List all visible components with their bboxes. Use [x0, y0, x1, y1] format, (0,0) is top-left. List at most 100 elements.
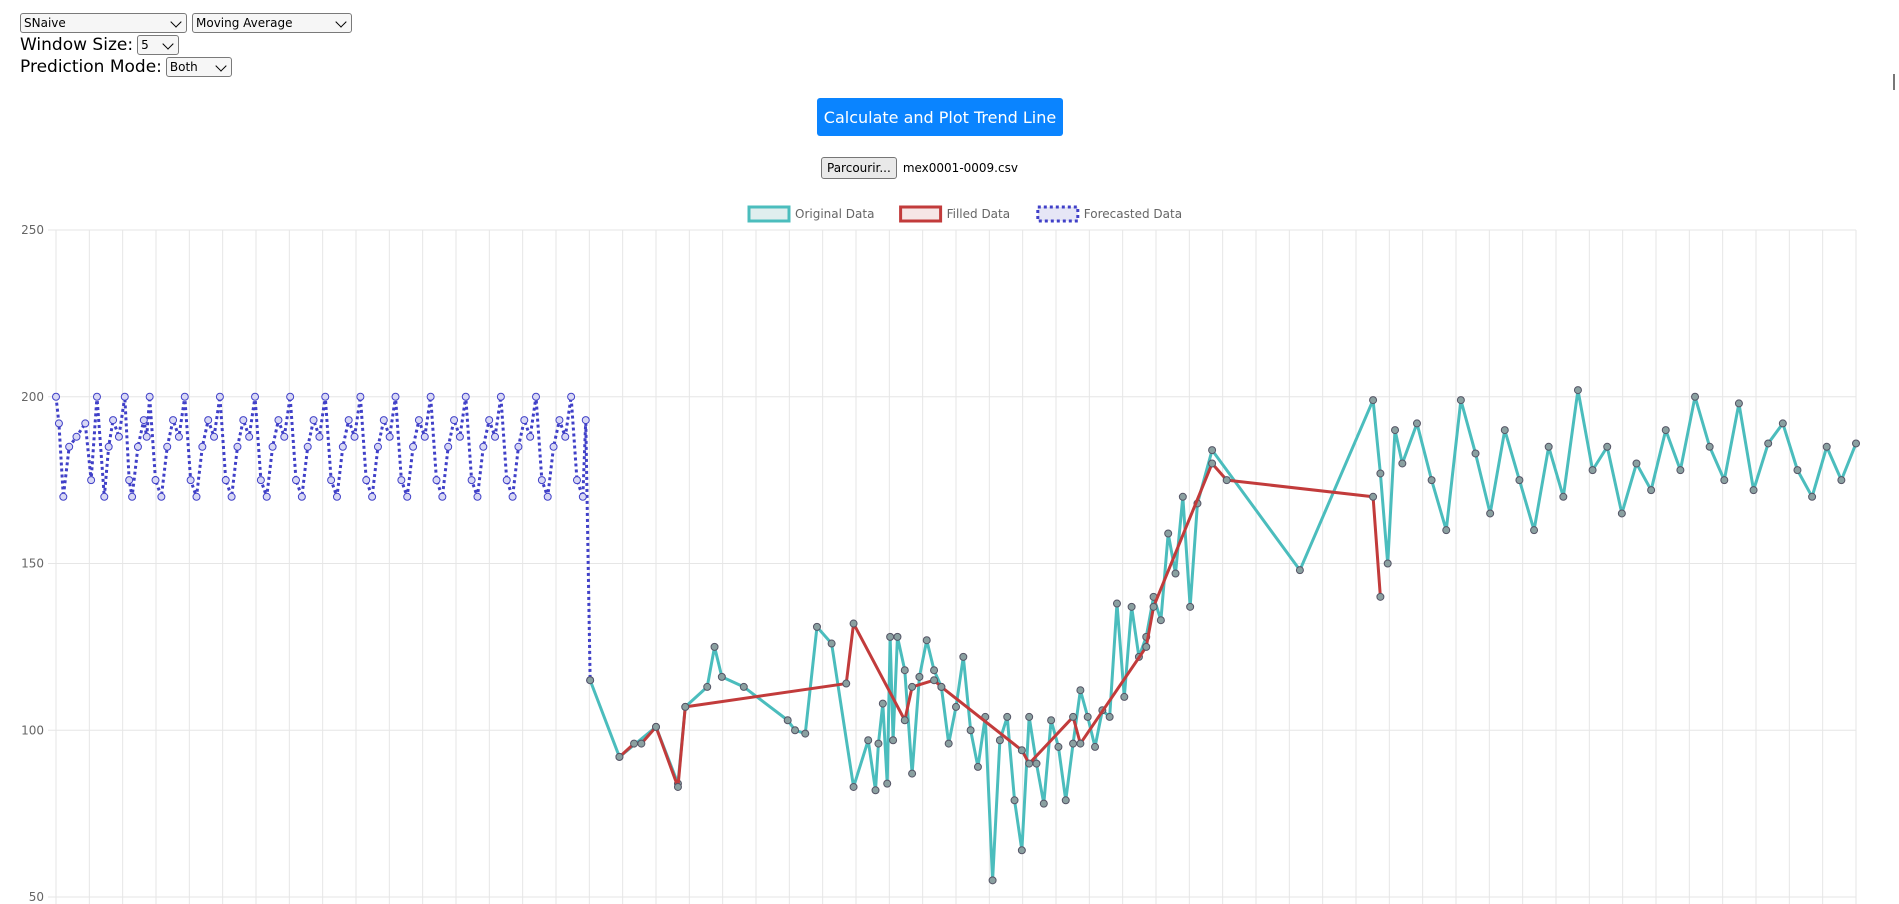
data-point: [186, 476, 195, 485]
chevron-down-icon: [335, 16, 347, 28]
data-point: [893, 632, 902, 641]
data-point: [198, 442, 207, 451]
data-point: [1069, 739, 1078, 748]
data-point: [1112, 599, 1121, 608]
data-point: [1530, 526, 1539, 535]
data-point: [1471, 449, 1480, 458]
data-point: [1083, 712, 1092, 721]
data-point: [426, 392, 435, 401]
data-point: [362, 476, 371, 485]
data-point: [543, 492, 552, 501]
calculate-plot-button[interactable]: Calculate and Plot Trend Line: [817, 98, 1063, 136]
data-point: [952, 702, 960, 711]
data-point: [1010, 796, 1019, 805]
legend-label: Forecasted Data: [1084, 207, 1182, 221]
data-point: [944, 739, 953, 748]
data-point: [1749, 486, 1758, 495]
data-point: [812, 622, 821, 631]
data-point: [883, 779, 892, 788]
chevron-down-icon: [162, 38, 174, 50]
data-point: [321, 392, 330, 401]
data-point: [1098, 706, 1107, 715]
data-point: [1376, 469, 1385, 478]
method-row: SNaive Moving Average: [20, 12, 352, 34]
data-point: [549, 442, 558, 451]
method-select-value: SNaive: [24, 16, 66, 30]
data-point: [210, 432, 219, 441]
data-point: [114, 432, 123, 441]
series-line: [54, 395, 592, 681]
data-point: [1208, 459, 1217, 468]
data-point: [1515, 476, 1524, 485]
data-point: [1647, 486, 1656, 495]
data-point: [332, 492, 341, 501]
data-point: [163, 442, 172, 451]
smoothing-select[interactable]: Moving Average: [192, 13, 352, 33]
data-point: [900, 666, 909, 675]
data-point: [92, 392, 101, 401]
data-point: [145, 392, 154, 401]
data-point: [1149, 592, 1158, 601]
data-point: [615, 752, 624, 761]
data-point: [1676, 466, 1685, 475]
data-point: [849, 619, 858, 628]
method-select[interactable]: SNaive: [20, 13, 187, 33]
data-point: [1661, 426, 1670, 435]
data-point: [169, 416, 178, 425]
data-point: [297, 492, 306, 501]
data-point: [827, 639, 836, 648]
data-point: [444, 442, 453, 451]
data-point: [180, 392, 189, 401]
data-point: [1149, 602, 1158, 611]
data-point: [1039, 799, 1048, 808]
data-point: [473, 492, 482, 501]
y-tick-label: 250: [21, 223, 44, 237]
data-point: [420, 432, 429, 441]
data-point: [1793, 466, 1802, 475]
data-point: [922, 636, 931, 645]
data-point: [274, 416, 283, 425]
scrollbar[interactable]: [1893, 74, 1895, 90]
data-point: [1456, 396, 1465, 405]
prediction-mode-label: Prediction Mode:: [20, 57, 162, 77]
data-point: [572, 476, 581, 485]
data-point: [514, 442, 523, 451]
data-point: [1837, 476, 1846, 485]
y-tick-label: 100: [21, 723, 44, 737]
data-point: [1171, 569, 1180, 578]
data-point: [309, 416, 318, 425]
data-point: [710, 642, 719, 651]
data-point: [268, 442, 277, 451]
data-point: [204, 416, 213, 425]
data-point: [280, 432, 289, 441]
legend-label: Filled Data: [947, 207, 1011, 221]
data-point: [109, 416, 118, 425]
window-size-value: 5: [141, 38, 149, 52]
data-point: [630, 739, 639, 748]
data-point: [133, 442, 142, 451]
data-point: [1691, 392, 1700, 401]
data-point: [1222, 476, 1231, 485]
data-point: [673, 779, 682, 788]
prediction-mode-select[interactable]: Both: [165, 57, 232, 77]
data-point: [871, 786, 880, 795]
data-point: [637, 739, 646, 748]
data-point: [491, 432, 500, 441]
data-point: [988, 876, 997, 885]
data-point: [586, 676, 595, 685]
data-point: [65, 442, 74, 451]
data-point: [368, 492, 377, 501]
browse-button[interactable]: Parcourir...: [821, 157, 897, 179]
data-point: [1142, 642, 1151, 651]
data-point: [1142, 632, 1151, 641]
data-point: [581, 416, 590, 425]
data-point: [900, 716, 909, 725]
data-point: [995, 736, 1004, 745]
data-point: [537, 476, 546, 485]
chevron-down-icon: [170, 16, 182, 28]
window-size-select[interactable]: 5: [137, 35, 180, 55]
legend-label: Original Data: [795, 207, 874, 221]
data-point: [1369, 492, 1378, 501]
data-point: [739, 682, 748, 691]
data-point: [151, 476, 160, 485]
